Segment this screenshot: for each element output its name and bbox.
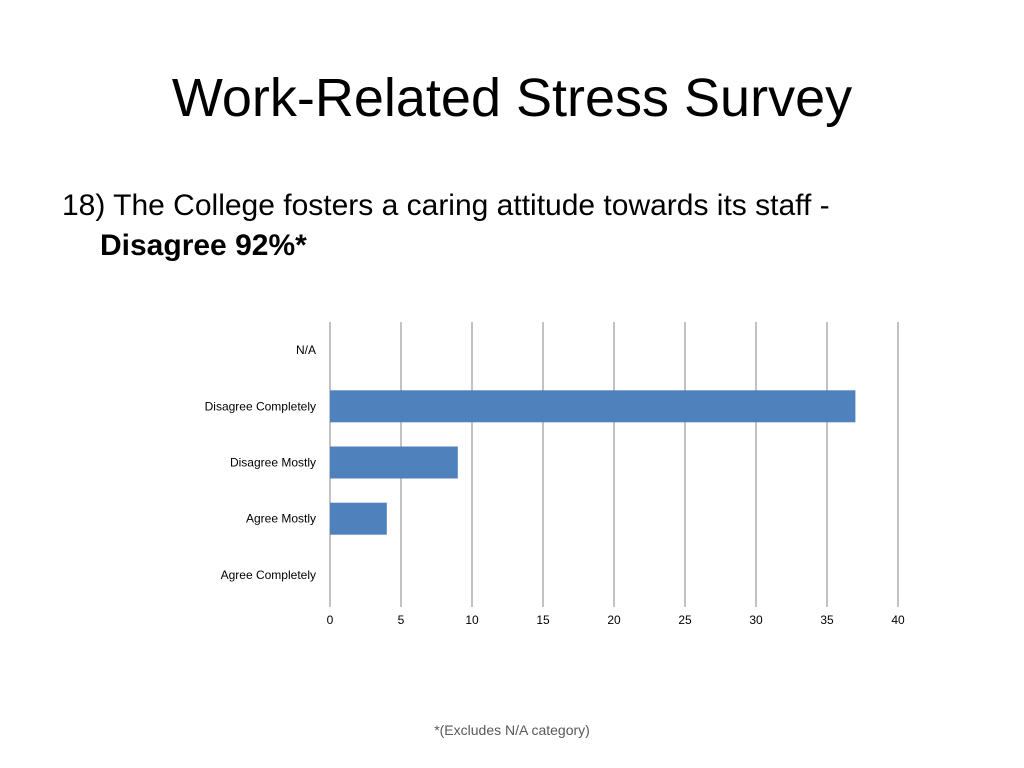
x-tick-label: 25 <box>678 613 692 627</box>
x-tick-label: 10 <box>465 613 479 627</box>
bar <box>330 446 458 479</box>
x-tick-label: 15 <box>536 613 550 627</box>
category-label: Agree Completely <box>221 568 316 582</box>
question-line-1: 18) The College fosters a caring attitud… <box>62 189 830 222</box>
x-tick-label: 30 <box>749 613 763 627</box>
category-label: Disagree Completely <box>205 399 316 413</box>
category-label: Disagree Mostly <box>230 456 316 470</box>
category-label: Agree Mostly <box>246 512 316 526</box>
x-tick-label: 5 <box>398 613 405 627</box>
x-tick-label: 0 <box>327 613 334 627</box>
x-tick-label: 20 <box>607 613 621 627</box>
bar <box>330 390 856 423</box>
bar <box>330 502 387 535</box>
footnote: *(Excludes N/A category) <box>434 722 590 738</box>
question-result: Disagree 92%* <box>100 229 307 262</box>
x-tick-label: 35 <box>820 613 834 627</box>
slide-title: Work-Related Stress Survey <box>171 68 853 128</box>
x-tick-label: 40 <box>891 613 905 627</box>
question-text: 18) The College fosters a caring attitud… <box>62 186 962 266</box>
category-label: N/A <box>296 343 316 357</box>
